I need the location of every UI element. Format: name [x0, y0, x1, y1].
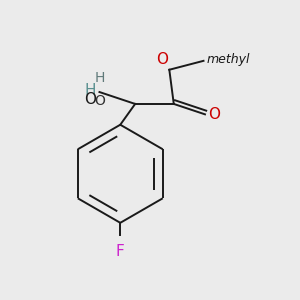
Text: methyl: methyl: [206, 53, 250, 66]
Text: F: F: [116, 244, 125, 259]
Text: O: O: [85, 92, 97, 107]
Text: O: O: [208, 107, 220, 122]
Text: O: O: [156, 52, 168, 67]
Text: H: H: [85, 83, 97, 98]
Text: H: H: [94, 70, 105, 85]
Text: O: O: [94, 94, 105, 107]
